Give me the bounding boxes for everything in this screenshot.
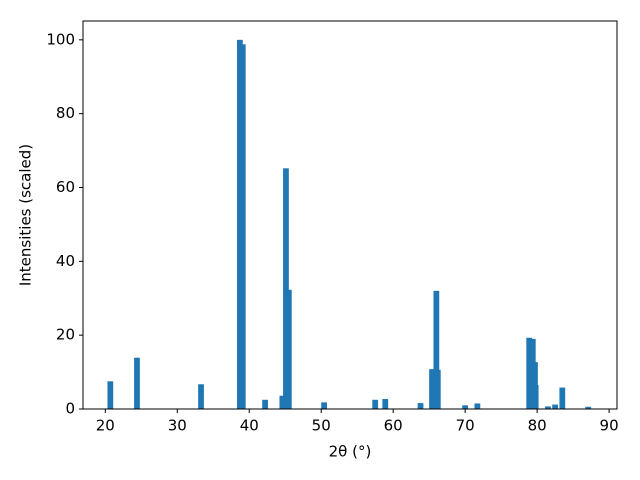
- x-axis-label: 2θ (°): [329, 443, 372, 461]
- y-tick-label: 80: [56, 104, 75, 122]
- bar: [545, 406, 551, 409]
- x-tick-label: 40: [240, 417, 259, 435]
- bar: [198, 384, 204, 409]
- x-tick-label: 90: [600, 417, 619, 435]
- x-tick-label: 20: [96, 417, 115, 435]
- y-tick-label: 100: [46, 30, 75, 48]
- bar: [552, 404, 558, 409]
- bar: [429, 369, 435, 409]
- bar: [321, 402, 327, 409]
- y-tick-label: 0: [65, 400, 75, 418]
- bar: [134, 357, 140, 409]
- bar: [372, 399, 379, 409]
- bar: [462, 405, 469, 409]
- bar: [474, 403, 481, 409]
- bar: [434, 369, 441, 409]
- y-axis-label: Intensities (scaled): [17, 144, 35, 286]
- bar: [417, 403, 424, 409]
- bar: [262, 399, 268, 409]
- bar: [279, 395, 286, 409]
- y-tick-label: 20: [56, 326, 75, 344]
- x-tick-label: 60: [384, 417, 403, 435]
- plot-frame: [82, 20, 618, 410]
- y-tick-label: 40: [56, 252, 75, 270]
- y-tick-label: 60: [56, 178, 75, 196]
- x-tick-label: 70: [456, 417, 475, 435]
- bar: [433, 290, 440, 409]
- bar: [559, 387, 566, 409]
- bar: [532, 385, 539, 409]
- bar: [239, 44, 246, 410]
- bar: [526, 337, 533, 409]
- bar: [107, 381, 114, 409]
- x-tick-label: 30: [168, 417, 187, 435]
- x-tick-label: 50: [312, 417, 331, 435]
- bar: [382, 399, 389, 409]
- bar: [283, 168, 289, 409]
- x-tick-label: 80: [528, 417, 547, 435]
- bar: [585, 406, 592, 409]
- bar: [285, 289, 292, 409]
